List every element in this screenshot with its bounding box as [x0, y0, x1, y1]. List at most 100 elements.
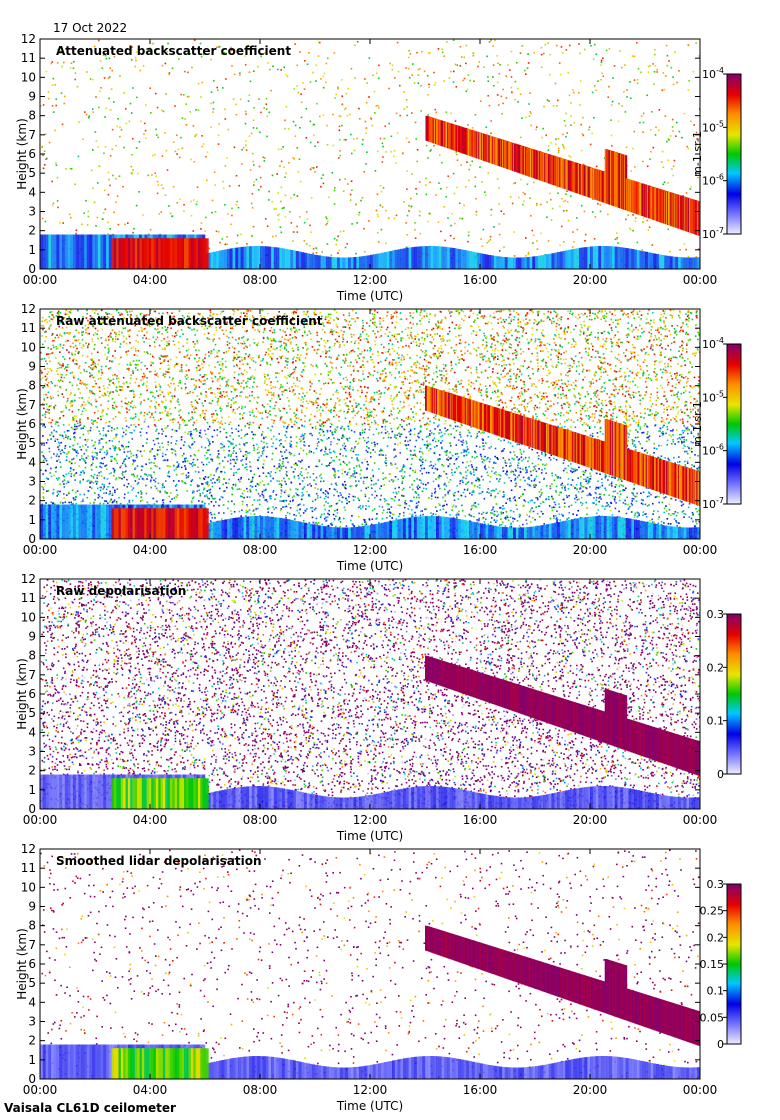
x-tick-label: 16:00 [463, 813, 498, 827]
y-tick-label: 6 [28, 147, 36, 161]
date-label: 17 Oct 2022 [53, 21, 127, 35]
y-tick-label: 3 [28, 745, 36, 759]
x-tick-label: 08:00 [243, 273, 278, 287]
plot-background [40, 849, 700, 1079]
y-tick-label: 1 [28, 243, 36, 257]
y-tick-label: 11 [21, 321, 36, 335]
x-tick-label: 16:00 [463, 1083, 498, 1097]
plot-background [40, 39, 700, 269]
x-tick-label: 04:00 [133, 1083, 168, 1097]
y-axis-label: Height (km) [15, 928, 29, 999]
plot-area [40, 39, 700, 269]
panel-title: Attenuated backscatter coefficient [56, 44, 291, 58]
y-tick-label: 7 [28, 398, 36, 412]
y-tick-label: 6 [28, 417, 36, 431]
colorbar-tick-label: 10-5 [702, 119, 724, 134]
colorbar [726, 343, 742, 505]
y-tick-label: 11 [21, 51, 36, 65]
y-tick-label: 1 [28, 513, 36, 527]
x-tick-label: 04:00 [133, 273, 168, 287]
x-tick-label: 12:00 [353, 543, 388, 557]
y-tick-label: 7 [28, 128, 36, 142]
colorbar-tick-label: 10-6 [702, 173, 724, 188]
y-tick-label: 3 [28, 1015, 36, 1029]
x-tick-label: 08:00 [243, 813, 278, 827]
plot-area [40, 579, 700, 809]
x-tick-label: 08:00 [243, 543, 278, 557]
y-tick-label: 7 [28, 668, 36, 682]
x-tick-label: 00:00 [23, 543, 58, 557]
x-tick-label: 00:00 [23, 273, 58, 287]
plot-area [40, 309, 700, 539]
y-axis-label: Height (km) [15, 118, 29, 189]
colorbar-tick-label: 0.3 [707, 878, 725, 891]
y-tick-label: 10 [21, 340, 36, 354]
colorbar-tick-label: 0.15 [700, 958, 725, 971]
y-tick-label: 9 [28, 900, 36, 914]
x-tick-label: 00:00 [683, 1083, 718, 1097]
colorbar-tick-label: 10-4 [702, 336, 724, 351]
y-axis-label: Height (km) [15, 658, 29, 729]
y-tick-label: 2 [28, 1034, 36, 1048]
y-tick-label: 8 [28, 649, 36, 663]
colorbar-tick-label: 0.1 [707, 985, 725, 998]
y-tick-label: 0 [28, 1072, 36, 1086]
colorbar-tick-label: 10-7 [702, 496, 724, 511]
y-tick-label: 3 [28, 205, 36, 219]
y-tick-label: 2 [28, 764, 36, 778]
x-tick-label: 04:00 [133, 813, 168, 827]
colorbar-tick-label: 0.2 [707, 931, 725, 944]
x-tick-label: 12:00 [353, 813, 388, 827]
y-tick-label: 8 [28, 379, 36, 393]
y-tick-label: 9 [28, 360, 36, 374]
y-tick-label: 6 [28, 687, 36, 701]
y-tick-label: 4 [28, 995, 36, 1009]
x-axis-label: Time (UTC) [336, 1099, 403, 1113]
colorbar-tick-label: 10-6 [702, 443, 724, 458]
y-tick-label: 0 [28, 802, 36, 816]
y-tick-label: 0 [28, 262, 36, 276]
x-tick-label: 20:00 [573, 543, 608, 557]
y-tick-label: 1 [28, 1053, 36, 1067]
x-tick-label: 20:00 [573, 813, 608, 827]
panel-title: Raw attenuated backscatter coefficient [56, 314, 323, 328]
y-tick-label: 2 [28, 494, 36, 508]
y-axis-label: Height (km) [15, 388, 29, 459]
colorbar-unit: m-1 sr-1 [691, 131, 704, 177]
colorbar [726, 883, 742, 1045]
colorbar-unit: m-1 sr-1 [691, 401, 704, 447]
y-tick-label: 12 [21, 842, 36, 856]
x-tick-label: 00:00 [683, 543, 718, 557]
y-tick-label: 10 [21, 70, 36, 84]
colorbar-tick-label: 0.05 [700, 1011, 725, 1024]
colorbar [726, 613, 742, 775]
y-tick-label: 12 [21, 32, 36, 46]
x-tick-label: 16:00 [463, 543, 498, 557]
panel-title: Raw depolarisation [56, 584, 186, 598]
panel-title: Smoothed lidar depolarisation [56, 854, 262, 868]
colorbar-tick-label: 0 [717, 768, 724, 781]
y-tick-label: 12 [21, 302, 36, 316]
y-tick-label: 11 [21, 591, 36, 605]
x-tick-label: 20:00 [573, 1083, 608, 1097]
colorbar-tick-label: 10-4 [702, 66, 724, 81]
y-tick-label: 9 [28, 90, 36, 104]
y-tick-label: 6 [28, 957, 36, 971]
x-tick-label: 12:00 [353, 1083, 388, 1097]
x-tick-label: 00:00 [23, 1083, 58, 1097]
x-tick-label: 16:00 [463, 273, 498, 287]
colorbar [726, 73, 742, 235]
plot-area [40, 849, 700, 1079]
y-tick-label: 4 [28, 185, 36, 199]
y-tick-label: 9 [28, 630, 36, 644]
y-tick-label: 4 [28, 455, 36, 469]
y-tick-label: 8 [28, 919, 36, 933]
y-tick-label: 8 [28, 109, 36, 123]
x-axis-label: Time (UTC) [336, 829, 403, 843]
x-tick-label: 08:00 [243, 1083, 278, 1097]
y-tick-label: 4 [28, 725, 36, 739]
